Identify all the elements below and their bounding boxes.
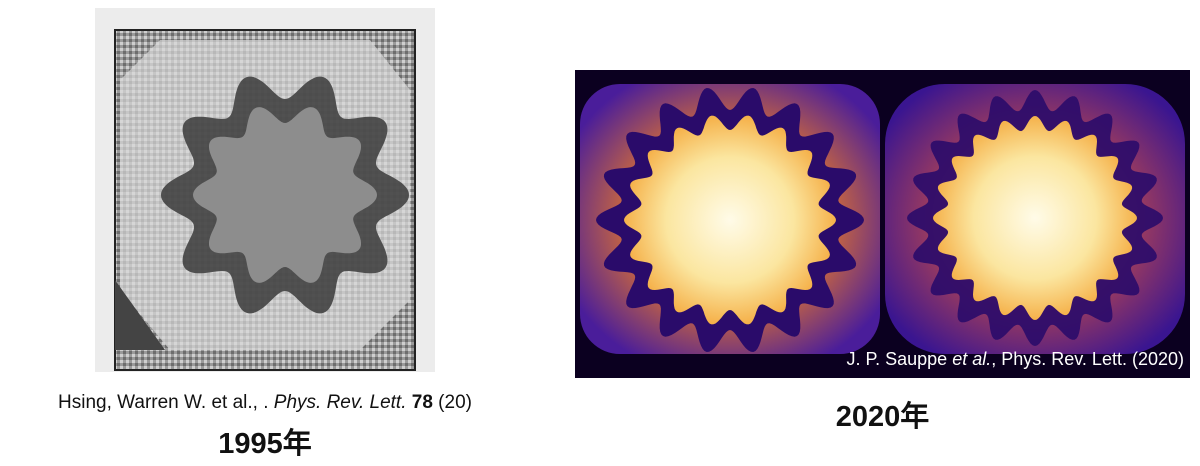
citation: Hsing, Warren W. et al., . Phys. Rev. Le… [0,392,530,414]
xray-image [575,70,1190,378]
citation: J. P. Sauppe et al., Phys. Rev. Lett. (2… [846,349,1184,370]
year-label: 2020年 [835,401,930,433]
journal: Phys. Rev. Lett. [273,392,407,413]
volume: 78 [411,392,433,413]
year-label: 1995年 [218,428,312,460]
authors: J. P. Sauppe [846,349,948,369]
et-al: et al. [952,349,992,369]
scan-image [95,8,435,372]
issue: (20) [438,392,472,413]
reference: , Phys. Rev. Lett. (2020) [991,349,1184,369]
authors: Hsing, Warren W. et al., . [58,392,269,413]
